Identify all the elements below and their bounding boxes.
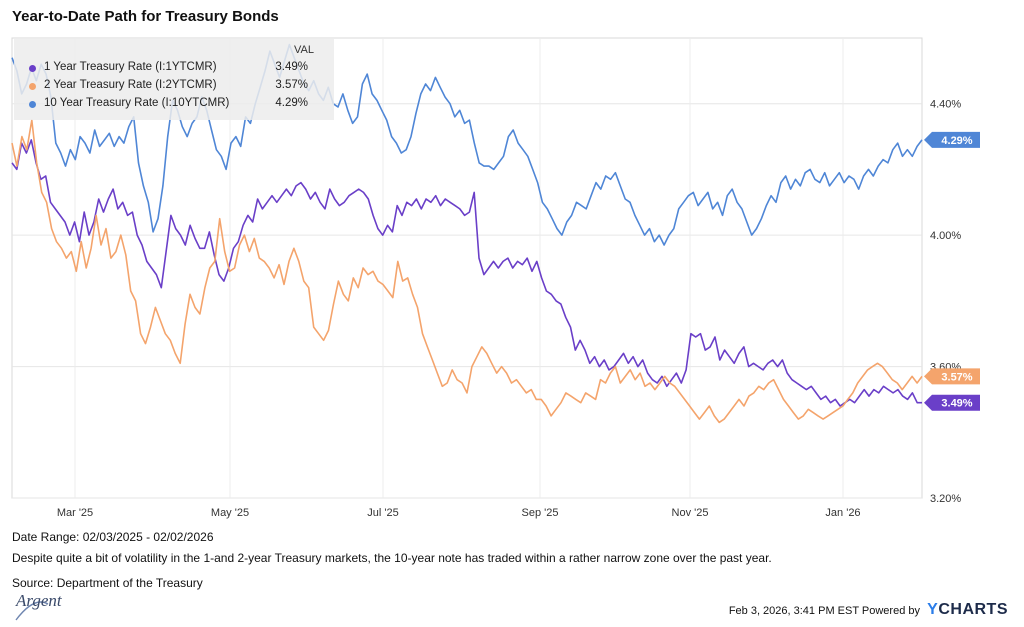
x-tick-label: Jul '25 <box>367 507 398 519</box>
legend-item-1y[interactable]: 1 Year Treasury Rate (I:1YTCMR) 3.49% <box>14 60 334 78</box>
x-tick-label: May '25 <box>211 507 249 519</box>
chart-title: Year-to-Date Path for Treasury Bonds <box>12 8 279 25</box>
series-line-1 <box>11 119 923 424</box>
series-line-2 <box>11 43 923 246</box>
legend: VAL 1 Year Treasury Rate (I:1YTCMR) 3.49… <box>14 38 334 120</box>
source-note: Source: Department of the Treasury <box>12 576 203 590</box>
axis-labels: 3.20%3.60%4.00%4.40%Mar '25 May '25 Jul '2… <box>57 99 962 519</box>
legend-item-value: 4.29% <box>275 97 308 109</box>
y-tick-label: 3.20% <box>930 493 961 505</box>
ycharts-logo-text: CHARTS <box>938 601 1008 618</box>
date-range: Date Range: 02/03/2025 - 02/02/2026 <box>12 530 214 544</box>
end-label-tag <box>924 368 980 385</box>
end-labels: 3.49% 3.57% 4.29% <box>924 131 980 411</box>
argent-logo: Argent <box>16 591 62 610</box>
legend-item-2y[interactable]: 2 Year Treasury Rate (I:2YTCMR) 3.57% <box>14 78 334 96</box>
end-label-tag <box>924 394 980 411</box>
x-tick-label: Jan '26 <box>825 507 860 519</box>
y-tick-label: 4.00% <box>930 230 961 242</box>
end-label-text: 3.57% <box>941 371 972 383</box>
legend-item-name: 10 Year Treasury Rate (I:10YTCMR) <box>44 97 230 109</box>
x-tick-label: Nov '25 <box>672 507 709 519</box>
legend-item-name: 2 Year Treasury Rate (I:2YTCMR) <box>44 79 217 91</box>
timestamp: Feb 3, 2026, 3:41 PM EST Powered by <box>728 605 920 617</box>
x-tick-label: Sep '25 <box>522 507 559 519</box>
end-label-text: 3.49% <box>941 398 972 410</box>
series-marker-icon <box>29 101 36 108</box>
argent-logo-icon <box>15 601 49 621</box>
series-line-0 <box>11 139 922 407</box>
legend-item-value: 3.49% <box>275 61 308 73</box>
ycharts-logo[interactable]: YCHARTS <box>927 601 1008 619</box>
legend-item-value: 3.57% <box>275 79 308 91</box>
series-marker-icon <box>29 65 36 72</box>
ycharts-logo-mark: Y <box>927 601 939 618</box>
end-label-text: 4.29% <box>941 135 972 147</box>
legend-item-10y[interactable]: 10 Year Treasury Rate (I:10YTCMR) 4.29% <box>14 96 334 114</box>
y-tick-label: 4.40% <box>930 99 961 111</box>
chart-description: Despite quite a bit of volatility in the… <box>12 551 772 565</box>
legend-item-name: 1 Year Treasury Rate (I:1YTCMR) <box>44 61 217 73</box>
legend-value-header: VAL <box>294 44 314 56</box>
series-marker-icon <box>29 83 36 90</box>
series-lines <box>11 43 923 424</box>
x-tick-label: Mar '25 <box>57 507 93 519</box>
end-label-tag <box>924 131 980 148</box>
